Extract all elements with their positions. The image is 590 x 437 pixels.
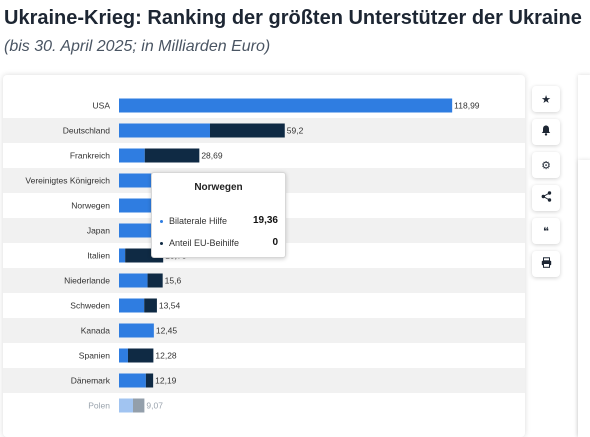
tooltip-value: 19,36: [252, 215, 278, 226]
value-label: 12,45: [156, 326, 178, 336]
category-label: Deutschland: [63, 126, 111, 136]
bar-eu-share: [133, 398, 145, 413]
bar-eu-share: [145, 373, 154, 388]
value-label: 13,54: [159, 301, 181, 311]
category-label: Schweden: [70, 301, 110, 311]
bar-eu-share: [127, 348, 154, 363]
share-button[interactable]: [532, 185, 560, 211]
tooltip-value: 0: [272, 237, 278, 248]
tooltip-row-bilateral: Bilaterale Hilfe 19,36: [160, 215, 278, 229]
bar-eu-share: [147, 273, 163, 288]
notification-button[interactable]: [532, 119, 560, 145]
category-label: Frankreich: [70, 151, 110, 161]
value-label: 9,07: [146, 401, 163, 411]
bar-bilateral: [119, 398, 133, 413]
category-label: Spanien: [79, 351, 110, 361]
bar-bilateral: [119, 373, 146, 388]
category-label: Polen: [88, 401, 110, 411]
category-label: Norwegen: [71, 201, 110, 211]
value-label: 59,2: [287, 126, 304, 136]
chart-title: Ukraine-Krieg: Ranking der größten Unter…: [4, 7, 582, 29]
value-label: 12,28: [155, 351, 177, 361]
gear-icon: ⚙: [541, 159, 551, 172]
category-label: Dänemark: [71, 376, 111, 386]
side-panel-lower: [578, 160, 590, 437]
row-stripe: [3, 268, 525, 293]
print-icon: [541, 257, 552, 271]
value-label: 118,99: [454, 101, 480, 111]
category-label: Italien: [87, 251, 110, 261]
bar-bilateral: [119, 123, 210, 138]
bar-eu-share: [144, 298, 157, 313]
category-label: Japan: [87, 226, 110, 236]
bar-bilateral: [119, 248, 126, 263]
print-button[interactable]: [532, 251, 560, 277]
star-icon: ★: [541, 93, 551, 106]
tooltip-label: Bilaterale Hilfe: [169, 216, 228, 226]
bar-eu-share: [144, 148, 200, 163]
bar-bilateral: [119, 298, 145, 313]
bar-eu-share: [210, 123, 285, 138]
value-label: 28,69: [201, 151, 223, 161]
chart-tooltip: Norwegen Bilaterale Hilfe 19,36 Anteil E…: [151, 172, 286, 258]
eu-dot-icon: [160, 242, 163, 245]
bar-bilateral: [119, 273, 148, 288]
tooltip-title: Norwegen: [194, 182, 243, 193]
bar-bilateral: [119, 98, 453, 113]
category-label: Vereinigtes Königreich: [25, 176, 110, 186]
value-label: 12,19: [155, 376, 177, 386]
share-icon: [541, 191, 552, 205]
bell-icon: [541, 125, 551, 139]
row-stripe: [3, 368, 525, 393]
settings-button[interactable]: ⚙: [532, 152, 560, 178]
star-button[interactable]: ★: [532, 86, 560, 112]
cite-button[interactable]: ❝: [532, 218, 560, 244]
value-label: 15,6: [165, 276, 182, 286]
bar-bilateral: [119, 348, 128, 363]
category-label: Kanada: [81, 326, 111, 336]
quote-icon: ❝: [543, 225, 549, 238]
bar-bilateral: [119, 323, 154, 338]
tooltip-label: Anteil EU-Beihilfe: [169, 238, 240, 248]
tooltip-row-eu: Anteil EU-Beihilfe 0: [160, 237, 278, 251]
category-label: USA: [93, 101, 111, 111]
bilateral-dot-icon: [160, 220, 163, 223]
bar-bilateral: [119, 148, 145, 163]
row-stripe: [3, 318, 525, 343]
chart-subtitle: (bis 30. April 2025; in Milliarden Euro): [4, 38, 271, 55]
category-label: Niederlande: [64, 276, 110, 286]
